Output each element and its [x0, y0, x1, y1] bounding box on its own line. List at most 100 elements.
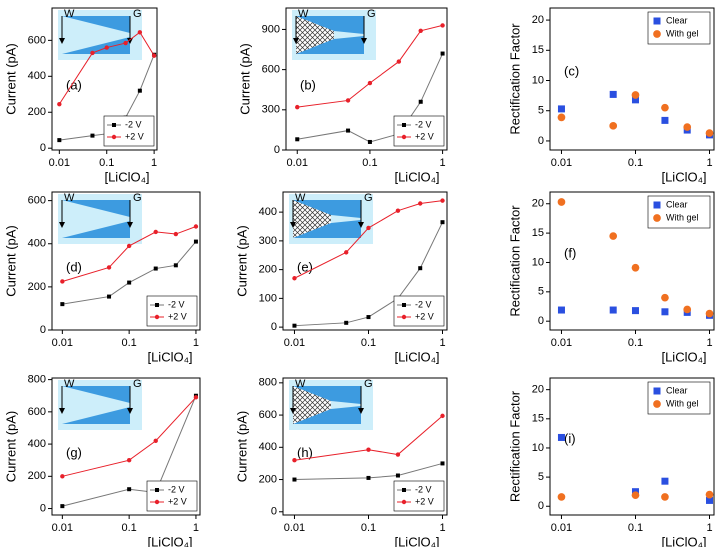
data-point — [367, 80, 373, 86]
y-tick-label: 20 — [532, 14, 544, 26]
inset-arrowhead — [127, 408, 133, 414]
data-point — [661, 293, 669, 302]
x-axis-label: [LiClO₄] — [394, 349, 439, 364]
data-point — [661, 477, 669, 485]
legend-box — [647, 195, 711, 229]
inset-shape — [62, 200, 130, 217]
legend-box — [146, 480, 198, 512]
data-point — [126, 458, 132, 463]
y-tick-label: 300 — [259, 235, 277, 247]
y-tick-label: 800 — [28, 374, 46, 386]
inset-label: G — [367, 8, 376, 20]
inset-hatch — [293, 386, 331, 424]
legend-label: +2 V — [415, 311, 434, 321]
inset-hatch — [293, 200, 331, 238]
data-point — [153, 266, 158, 271]
x-tick-label: 0.01 — [49, 157, 70, 169]
plot-frame — [549, 7, 715, 151]
legend-label: With gel — [666, 212, 699, 222]
plot-frame — [282, 377, 448, 516]
inset-label: W — [64, 378, 75, 390]
y-axis-label: Rectification Factor — [507, 23, 522, 135]
legend-box — [393, 115, 445, 147]
inset-arrowhead — [59, 408, 65, 414]
x-tick-label: 0.1 — [628, 337, 643, 349]
data-point — [418, 99, 423, 104]
legend-label: -2 V — [168, 299, 185, 309]
series-line — [62, 241, 197, 305]
y-tick-label: 600 — [28, 34, 46, 46]
data-point — [151, 53, 157, 58]
x-tick-label: 1 — [151, 157, 157, 169]
y-axis-label: Current (pA) — [3, 43, 18, 115]
y-tick-label: 0 — [40, 502, 46, 514]
y-tick-label: 15 — [532, 227, 544, 239]
legend-label: Clear — [666, 199, 688, 209]
data-point — [193, 239, 198, 244]
data-point — [557, 198, 566, 206]
data-point — [609, 121, 618, 130]
inset-arrowhead — [290, 408, 296, 414]
legend-label: +2 V — [415, 496, 434, 506]
legend-box — [393, 295, 445, 327]
data-point — [418, 28, 423, 33]
data-point — [440, 461, 445, 466]
data-point — [106, 265, 112, 270]
data-point — [661, 493, 669, 501]
x-tick-label: 0.1 — [628, 157, 643, 169]
data-point — [127, 280, 132, 285]
data-point — [706, 496, 714, 504]
y-tick-label: 200 — [259, 473, 277, 485]
legend-marker — [401, 134, 407, 140]
data-point — [609, 90, 617, 98]
data-point — [705, 490, 714, 499]
y-tick-label: 400 — [28, 438, 46, 450]
data-point — [57, 101, 62, 107]
inset-label: W — [64, 192, 75, 204]
inset-label: G — [364, 192, 373, 204]
x-tick-label: 0.01 — [551, 157, 572, 169]
y-tick-label: 400 — [28, 70, 46, 82]
y-tick-label: 0 — [40, 324, 46, 336]
y-tick-label: 400 — [259, 441, 277, 453]
legend-marker — [401, 314, 407, 320]
y-axis-label: Current (pA) — [3, 225, 18, 297]
legend-marker — [401, 499, 407, 505]
data-point — [367, 139, 372, 144]
y-tick-label: 800 — [259, 377, 277, 389]
plot-frame — [549, 377, 715, 516]
data-point — [661, 116, 669, 124]
x-tick-label: 0.01 — [551, 337, 572, 349]
x-axis-label: [LiClO₄] — [661, 169, 706, 184]
y-tick-label: 600 — [259, 409, 277, 421]
series-line — [58, 31, 155, 105]
data-point — [292, 323, 297, 328]
data-point — [557, 113, 566, 122]
legend-marker — [155, 303, 159, 307]
legend-label: With gel — [666, 28, 699, 38]
inset-label: W — [298, 8, 309, 20]
y-axis-label: Current (pA) — [237, 43, 252, 115]
data-point — [631, 263, 640, 272]
inset-arrowhead — [59, 222, 65, 228]
data-point — [440, 220, 445, 225]
legend-label: +2 V — [168, 496, 187, 506]
data-point — [60, 504, 65, 509]
data-point — [292, 276, 297, 281]
y-tick-label: 100 — [259, 292, 277, 304]
inset-arrowhead — [290, 222, 296, 228]
data-point — [440, 413, 445, 419]
data-point — [366, 225, 371, 231]
panel-label: (f) — [564, 246, 576, 261]
x-axis-label: [LiClO₄] — [394, 534, 439, 547]
legend-marker — [653, 17, 661, 25]
data-point — [609, 232, 618, 240]
data-point — [631, 91, 640, 99]
y-tick-label: 300 — [262, 104, 280, 116]
y-tick-label: 10 — [532, 256, 544, 268]
legend-marker — [154, 499, 160, 505]
y-axis-label: Rectification Factor — [507, 390, 522, 502]
inset-arrowhead — [358, 408, 364, 414]
